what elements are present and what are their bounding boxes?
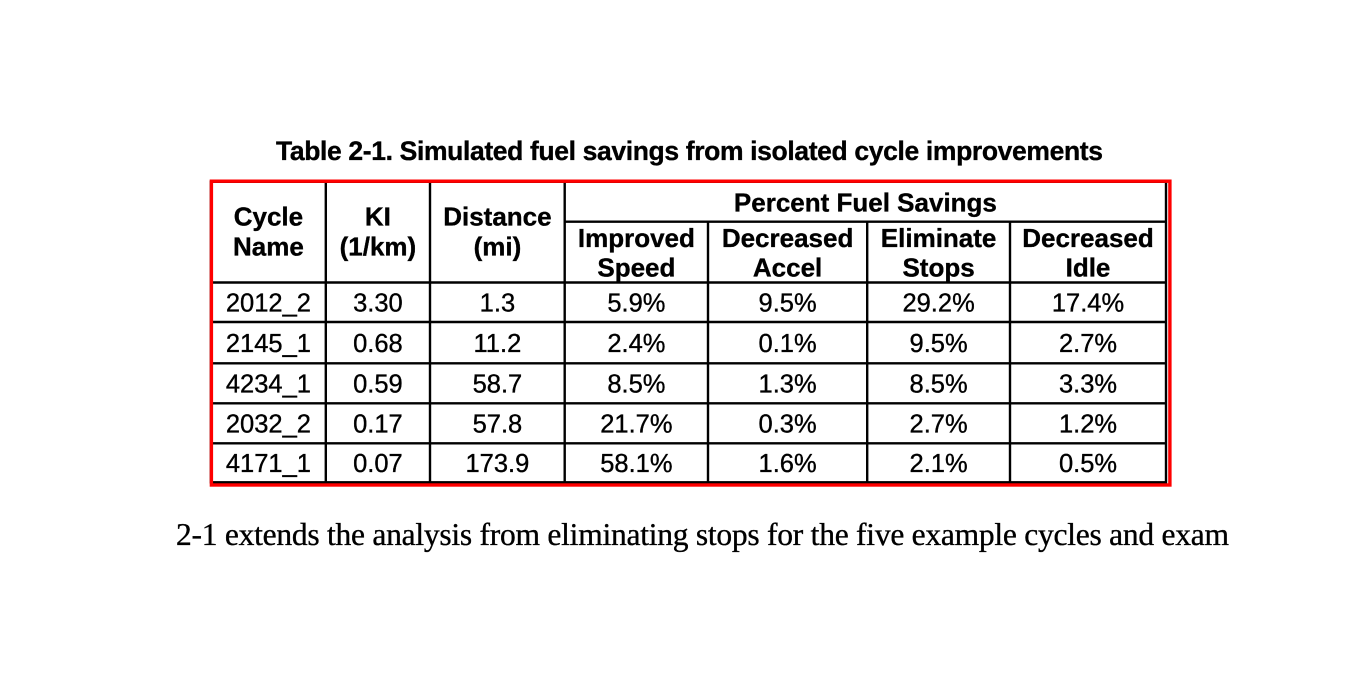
svg-text:1.3%: 1.3% [759,371,817,399]
svg-text:8.5%: 8.5% [910,371,968,399]
svg-text:(1/km): (1/km) [340,232,417,262]
svg-text:Decreased: Decreased [1022,223,1154,253]
svg-text:21.7%: 21.7% [600,411,672,439]
svg-text:Percent Fuel Savings: Percent Fuel Savings [734,188,997,218]
svg-text:5.9%: 5.9% [607,290,665,318]
svg-text:Distance: Distance [443,201,551,231]
svg-text:2145_1: 2145_1 [226,330,311,358]
svg-text:0.5%: 0.5% [1059,450,1117,478]
svg-text:0.59: 0.59 [353,371,403,399]
svg-text:0.1%: 0.1% [759,330,817,358]
svg-text:0.68: 0.68 [353,330,403,358]
svg-text:Name: Name [233,232,304,262]
svg-text:Cycle: Cycle [234,201,303,231]
svg-text:(mi): (mi) [474,232,522,262]
svg-text:2032_2: 2032_2 [226,411,311,439]
svg-text:Speed: Speed [597,252,675,282]
svg-text:9.5%: 9.5% [910,330,968,358]
svg-text:0.07: 0.07 [353,450,403,478]
svg-text:0.3%: 0.3% [759,411,817,439]
svg-text:Stops: Stops [902,252,974,282]
svg-text:Decreased: Decreased [722,223,854,253]
svg-text:KI: KI [365,201,391,231]
svg-text:2012_2: 2012_2 [226,290,311,318]
svg-text:2.1%: 2.1% [910,450,968,478]
svg-text:Idle: Idle [1066,252,1111,282]
svg-text:Eliminate: Eliminate [881,223,997,253]
svg-text:11.2: 11.2 [474,330,522,358]
svg-text:Improved: Improved [578,223,695,253]
svg-text:1.3: 1.3 [480,290,515,318]
svg-text:0.17: 0.17 [353,411,403,439]
svg-text:3.30: 3.30 [353,290,403,318]
svg-text:2.7%: 2.7% [1059,330,1117,358]
svg-text:57.8: 57.8 [473,411,523,439]
svg-text:9.5%: 9.5% [759,290,817,318]
svg-text:8.5%: 8.5% [607,371,665,399]
svg-text:2-1 extends the analysis from: 2-1 extends the analysis from eliminatin… [176,517,1229,552]
svg-text:4234_1: 4234_1 [226,371,311,399]
svg-text:58.7: 58.7 [473,371,523,399]
svg-text:173.9: 173.9 [465,450,529,478]
svg-text:17.4%: 17.4% [1052,290,1124,318]
svg-text:1.2%: 1.2% [1059,411,1117,439]
svg-text:1.6%: 1.6% [759,450,817,478]
svg-text:58.1%: 58.1% [600,450,672,478]
svg-text:2.7%: 2.7% [910,411,968,439]
svg-text:3.3%: 3.3% [1059,371,1117,399]
svg-text:Accel: Accel [753,252,822,282]
svg-text:2.4%: 2.4% [607,330,665,358]
svg-text:4171_1: 4171_1 [226,450,311,478]
svg-text:Table 2-1. Simulated fuel savi: Table 2-1. Simulated fuel savings from i… [276,136,1103,166]
svg-text:29.2%: 29.2% [902,290,974,318]
